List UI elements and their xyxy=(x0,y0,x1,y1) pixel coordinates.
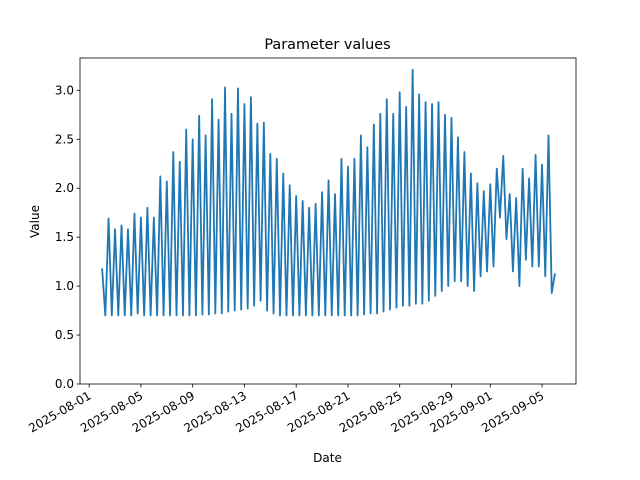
y-tick-label: 1.0 xyxy=(55,279,74,293)
x-axis-label: Date xyxy=(313,451,342,465)
chart-title: Parameter values xyxy=(264,37,390,53)
y-tick-label: 2.5 xyxy=(55,132,74,146)
y-tick-label: 3.0 xyxy=(55,83,74,97)
y-axis-label: Value xyxy=(28,205,42,238)
y-tick-label: 1.5 xyxy=(55,230,74,244)
y-tick-label: 0.5 xyxy=(55,328,74,342)
line-series xyxy=(101,68,556,317)
plot-frame xyxy=(79,57,577,385)
y-tick-label: 2.0 xyxy=(55,181,74,195)
y-tick-label: 0.0 xyxy=(55,377,74,391)
